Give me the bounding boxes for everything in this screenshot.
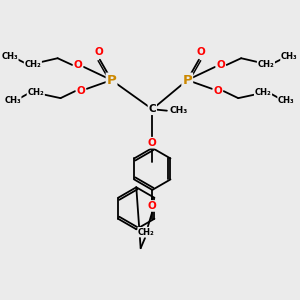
Text: P: P [182,74,192,87]
Text: O: O [196,47,205,57]
Text: CH₃: CH₃ [1,52,18,61]
Text: O: O [148,201,157,211]
Text: O: O [216,60,225,70]
Text: O: O [214,86,222,96]
Text: O: O [148,138,157,148]
Text: O: O [74,60,82,70]
Text: C: C [148,104,156,114]
Text: CH₂: CH₂ [27,88,44,97]
Text: CH₃: CH₃ [4,96,21,105]
Text: O: O [76,86,85,96]
Text: CH₃: CH₃ [169,106,188,115]
Text: P: P [106,74,116,87]
Text: CH₂: CH₂ [138,228,155,237]
Text: CH₃: CH₃ [281,52,298,61]
Text: CH₃: CH₃ [278,96,295,105]
Text: CH₂: CH₂ [25,60,41,69]
Text: CH₂: CH₂ [255,88,272,97]
Text: O: O [94,47,103,57]
Text: CH₂: CH₂ [258,60,274,69]
